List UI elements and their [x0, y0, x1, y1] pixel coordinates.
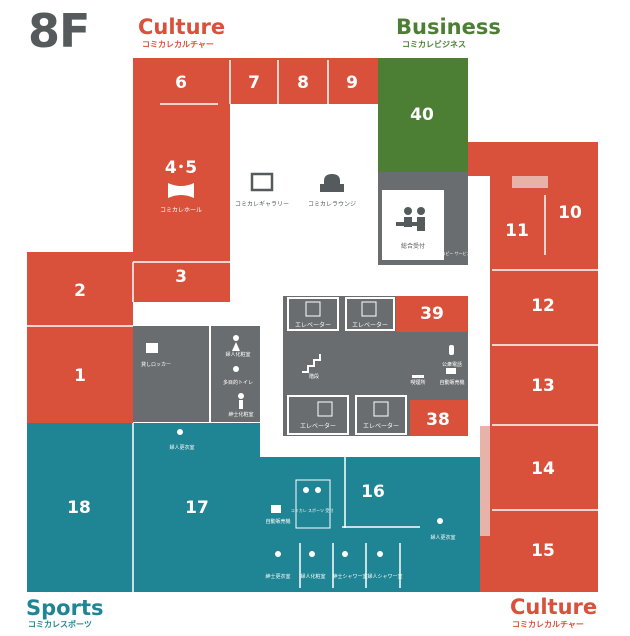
smoking-icon	[412, 375, 424, 378]
sports-left-block[interactable]	[27, 423, 260, 592]
mens-restroom-icon	[238, 393, 244, 399]
room-15-label: 15	[531, 541, 555, 561]
mens-changing-icon	[275, 551, 281, 557]
sports-zone-subtitle: コミカレスポーツ	[28, 620, 92, 629]
lockers-label: 貸しロッカー	[141, 361, 171, 368]
reception-label: 総合受付	[401, 242, 425, 250]
sports-reception-label: コミカレ スポーツ 受付	[291, 507, 333, 513]
room-block-6-9[interactable]	[133, 58, 380, 104]
smoking-label: 喫煙所	[410, 379, 425, 386]
lounge-icon	[320, 174, 344, 192]
room-2-label: 2	[74, 281, 86, 301]
elevator-icon	[361, 301, 377, 317]
multi-toilet-label: 多目的トイレ	[223, 379, 253, 386]
culture-zone-subtitle-bottom: コミカレカルチャー	[512, 620, 584, 629]
womens-restroom-icon	[233, 335, 239, 341]
mens-changing-label: 紳士更衣室	[265, 573, 290, 580]
womens-shower-label: 婦人シャワー室	[367, 573, 402, 580]
copy-service-label: コピー サービス	[441, 250, 470, 256]
lounge-label: コミカレラウンジ	[308, 200, 356, 208]
gallery-label: コミカレギャラリー	[235, 201, 289, 208]
womens-changing-icon	[177, 429, 183, 435]
culture-zone-title-top: Culture	[138, 15, 226, 39]
gallery-icon	[250, 172, 274, 192]
womens-restroom-label: 婦人化粧室	[225, 351, 250, 358]
room-38-label: 38	[426, 410, 450, 430]
womens-changing-icon	[437, 518, 443, 524]
phone-icon	[449, 345, 454, 355]
phone-label: 公衆電話	[442, 361, 462, 368]
room-13-label: 13	[531, 376, 555, 396]
elevator-label-a: エレベーター	[295, 321, 331, 329]
stairs-label: 階段	[309, 373, 319, 380]
room-6-label: 6	[175, 73, 187, 93]
stairs-icon	[302, 354, 321, 373]
womens-restroom-icon	[309, 551, 315, 557]
room-40-label: 40	[410, 105, 434, 125]
elevator-label-b: エレベーター	[352, 321, 388, 329]
sports-right-block[interactable]	[260, 457, 480, 592]
womens-changing-label: 婦人更衣室	[169, 444, 194, 451]
room-11-label: 11	[505, 221, 529, 241]
room-39[interactable]	[396, 296, 468, 332]
floor-label: 8F	[28, 4, 90, 58]
hall-label: コミカレホール	[160, 207, 202, 214]
elevator-b	[345, 297, 395, 331]
business-zone-title: Business	[396, 15, 501, 39]
room-1-label: 1	[74, 366, 86, 386]
elevator-label-d: エレベーター	[363, 422, 399, 430]
culture-zone-subtitle-top: コミカレカルチャー	[142, 40, 214, 49]
multi-toilet-icon	[233, 366, 239, 372]
vending-label-center: 自動販売機	[439, 379, 464, 386]
room-8-label: 8	[297, 73, 309, 93]
room-39-label: 39	[420, 304, 444, 324]
room-14-label: 14	[531, 459, 555, 479]
room-12-label: 12	[531, 296, 555, 316]
hall-icon	[168, 183, 194, 198]
sports-reception[interactable]	[295, 479, 331, 529]
room-block-right-top	[468, 142, 598, 176]
room-16-label: 16	[361, 482, 385, 502]
mens-restroom-label: 紳士化粧室	[228, 411, 253, 418]
womens-shower-icon	[377, 551, 383, 557]
room-18-label: 18	[67, 498, 91, 518]
locker-icon	[146, 343, 158, 353]
room-38[interactable]	[410, 400, 468, 436]
elevator-label-c: エレベーター	[300, 422, 336, 430]
sports-reception-icon	[303, 487, 309, 493]
room-40[interactable]	[378, 58, 468, 172]
vending-icon	[446, 368, 456, 374]
elevator-icon	[317, 401, 333, 417]
room-block-4-5-3[interactable]	[133, 104, 230, 302]
mens-shower-label: 紳士シャワー室	[332, 573, 367, 580]
vending-icon	[271, 505, 281, 513]
room-10-label: 10	[558, 203, 582, 223]
reception-icon	[396, 207, 425, 231]
business-zone-subtitle: コミカレビジネス	[402, 40, 466, 49]
womens-restroom-sports-label: 婦人化粧室	[300, 573, 325, 580]
elevator-a	[287, 297, 339, 331]
room-17-label: 17	[185, 498, 209, 518]
room-9-label: 9	[346, 73, 358, 93]
room-block-1-2[interactable]	[27, 252, 133, 423]
room-block-10-15[interactable]	[490, 176, 598, 592]
room-3-label: 3	[175, 267, 187, 287]
elevator-icon	[305, 301, 321, 317]
elevator-icon	[373, 401, 389, 417]
sports-zone-title: Sports	[26, 596, 104, 620]
mens-shower-icon	[342, 551, 348, 557]
culture-zone-title-bottom: Culture	[510, 595, 598, 619]
room-7-label: 7	[248, 73, 260, 93]
womens-changing-right-label: 婦人更衣室	[430, 534, 455, 541]
room-4-5-label: 4･5	[165, 158, 197, 178]
vending-label-sports: 自動販売機	[265, 518, 290, 525]
left-service-block	[133, 326, 260, 422]
